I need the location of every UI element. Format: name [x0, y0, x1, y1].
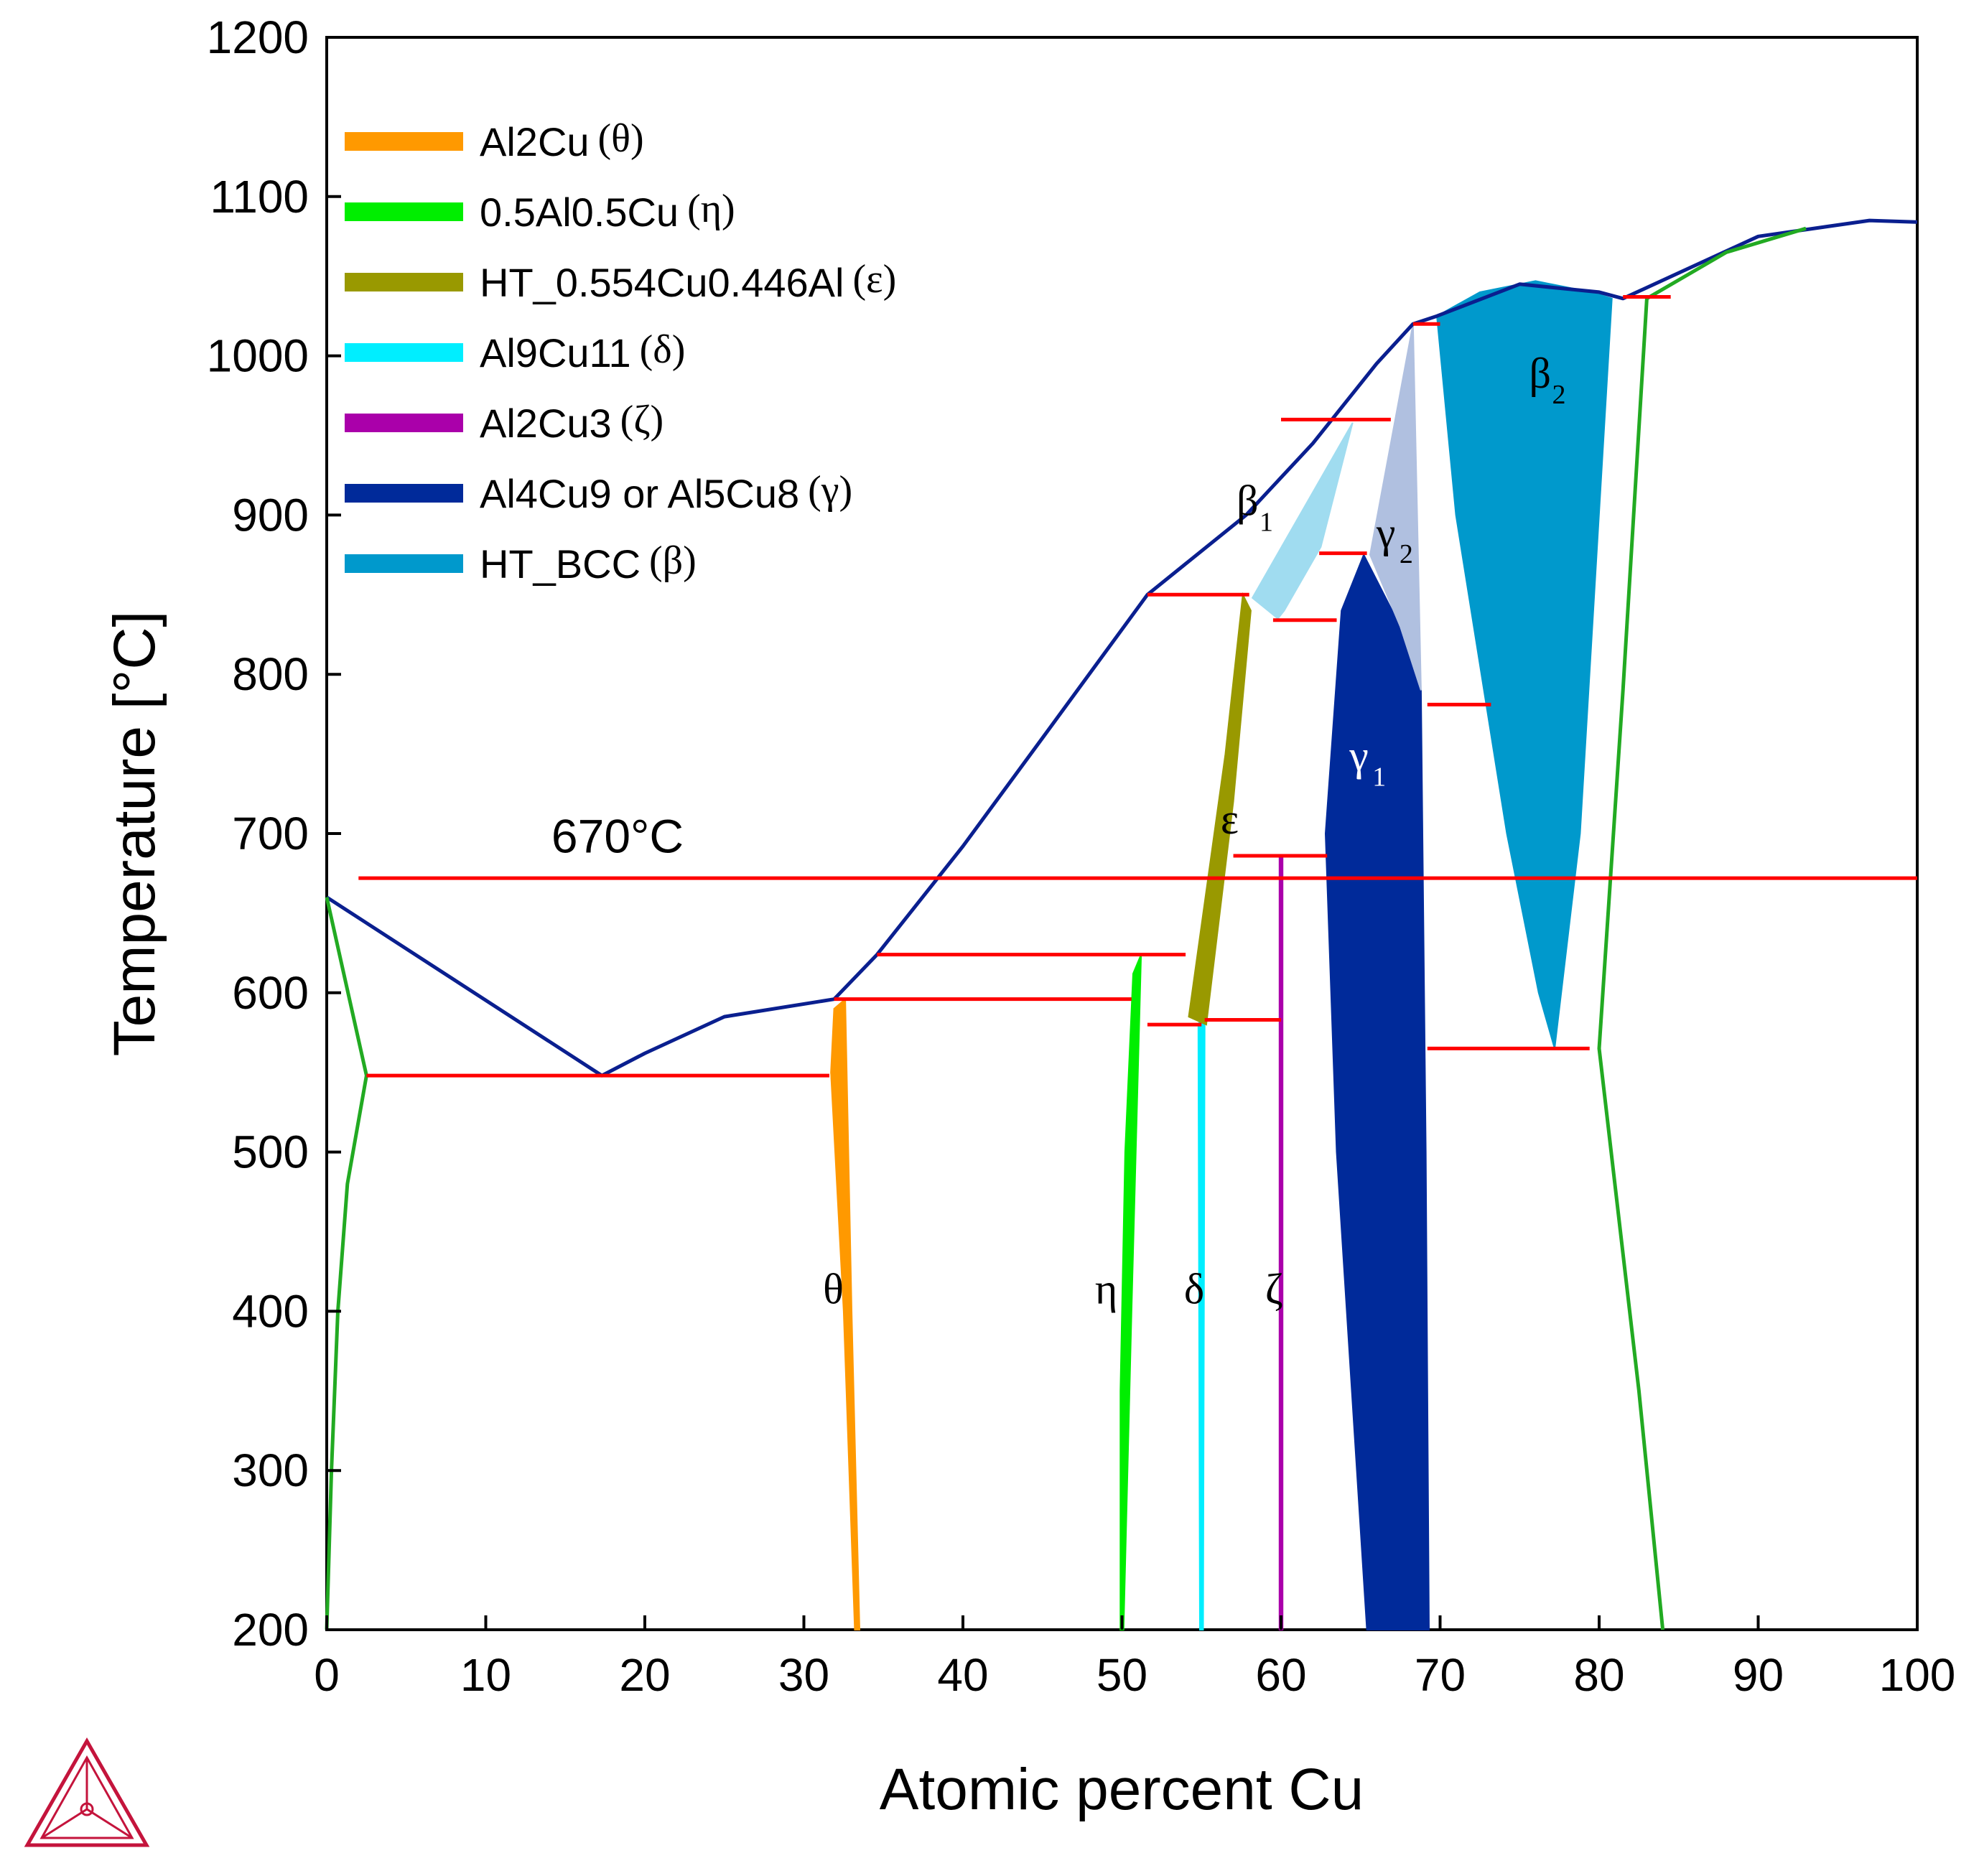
phase-label: θ — [823, 1265, 844, 1312]
y-tick-label: 400 — [232, 1285, 309, 1337]
region-eta — [1119, 954, 1142, 1630]
legend-label: 0.5Al0.5Cu — [480, 190, 679, 235]
y-tick-label: 1000 — [207, 330, 309, 382]
phase-label: β — [1237, 477, 1259, 524]
region-zeta — [1278, 855, 1284, 1630]
region-beta2 — [1436, 280, 1613, 1049]
phase-boundaries — [325, 218, 1918, 1630]
legend-label: Al9Cu11 — [480, 330, 631, 375]
x-tick-label: 70 — [1415, 1649, 1466, 1701]
x-tick-label: 30 — [778, 1649, 829, 1701]
y-tick-label: 700 — [232, 808, 309, 859]
isotherm-annotation: 670°C — [551, 810, 684, 863]
region-epsilon — [1188, 592, 1252, 1026]
legend-symbol: (ε) — [852, 257, 896, 302]
y-tick-label: 800 — [232, 648, 309, 700]
legend-label: Al2Cu3 — [480, 401, 612, 446]
legend-label: HT_0.554Cu0.446Al — [480, 260, 844, 305]
phase-label-subscript: 2 — [1552, 380, 1566, 410]
y-tick-label: 1200 — [207, 11, 309, 63]
x-tick-label: 60 — [1255, 1649, 1306, 1701]
logo-icon — [24, 1737, 150, 1847]
legend-label: Al4Cu9 or Al5Cu8 — [480, 471, 799, 516]
region-gamma1 — [1324, 553, 1430, 1630]
series-line-2 — [1597, 226, 1807, 1630]
y-tick-label: 900 — [232, 489, 309, 541]
series-line-1 — [325, 897, 368, 1630]
legend-symbol: (η) — [687, 187, 735, 231]
phase-label-subscript: 1 — [1372, 762, 1386, 792]
phase-regions — [830, 280, 1613, 1630]
region-gamma2 — [1369, 324, 1422, 691]
tie-lines — [366, 295, 1671, 1078]
phase-label: δ — [1184, 1265, 1204, 1312]
region-beta1 — [1251, 422, 1354, 620]
phase-label-subscript: 1 — [1259, 507, 1273, 537]
x-tick-label: 20 — [619, 1649, 670, 1701]
legend-symbol: (θ) — [598, 116, 644, 161]
x-tick-label: 40 — [937, 1649, 988, 1701]
region-delta — [1197, 1014, 1206, 1630]
legend-symbol: (γ) — [808, 468, 852, 513]
y-tick-label: 600 — [232, 967, 309, 1019]
phase-label: ε — [1221, 795, 1239, 843]
legend-symbol: (ζ) — [620, 398, 663, 442]
x-tick-label: 100 — [1879, 1649, 1956, 1701]
y-tick-label: 1100 — [210, 171, 309, 223]
x-tick-label: 50 — [1096, 1649, 1147, 1701]
y-tick-label: 500 — [232, 1126, 309, 1178]
y-tick-label: 300 — [232, 1445, 309, 1496]
x-tick-label: 90 — [1733, 1649, 1784, 1701]
phase-label: ζ — [1265, 1265, 1283, 1312]
y-tick-label: 200 — [232, 1604, 309, 1656]
phase-label: γ — [1349, 732, 1369, 779]
legend-label: Al2Cu — [480, 119, 590, 164]
phase-label: γ — [1376, 509, 1396, 556]
y-axis-title: Temperature [°C] — [102, 611, 167, 1057]
legend-symbol: (β) — [649, 538, 697, 583]
legend-label: HT_BCC — [480, 541, 641, 587]
region-theta — [830, 997, 861, 1630]
phase-labels: θ η δ ζεγ 1β 1 γ 2β 2 — [823, 350, 1565, 1312]
x-tick-label: 10 — [460, 1649, 511, 1701]
x-tick-label: 0 — [314, 1649, 340, 1701]
x-tick-label: 80 — [1573, 1649, 1624, 1701]
series-line-0 — [325, 218, 1918, 1078]
legend: Al2Cu (θ) 0.5Al0.5Cu (η) HT_0.554Cu0.446Al (ε… — [345, 116, 896, 587]
phase-label: β — [1529, 350, 1552, 397]
axes: 0 10 20 30 40 50 60 70 80 90 100 200 300 400 500 600 700… — [207, 11, 1956, 1701]
phase-label: η — [1095, 1265, 1117, 1312]
x-axis-title: Atomic percent Cu — [880, 1757, 1364, 1822]
legend-symbol: (δ) — [640, 327, 686, 372]
phase-label-subscript: 2 — [1400, 539, 1413, 569]
